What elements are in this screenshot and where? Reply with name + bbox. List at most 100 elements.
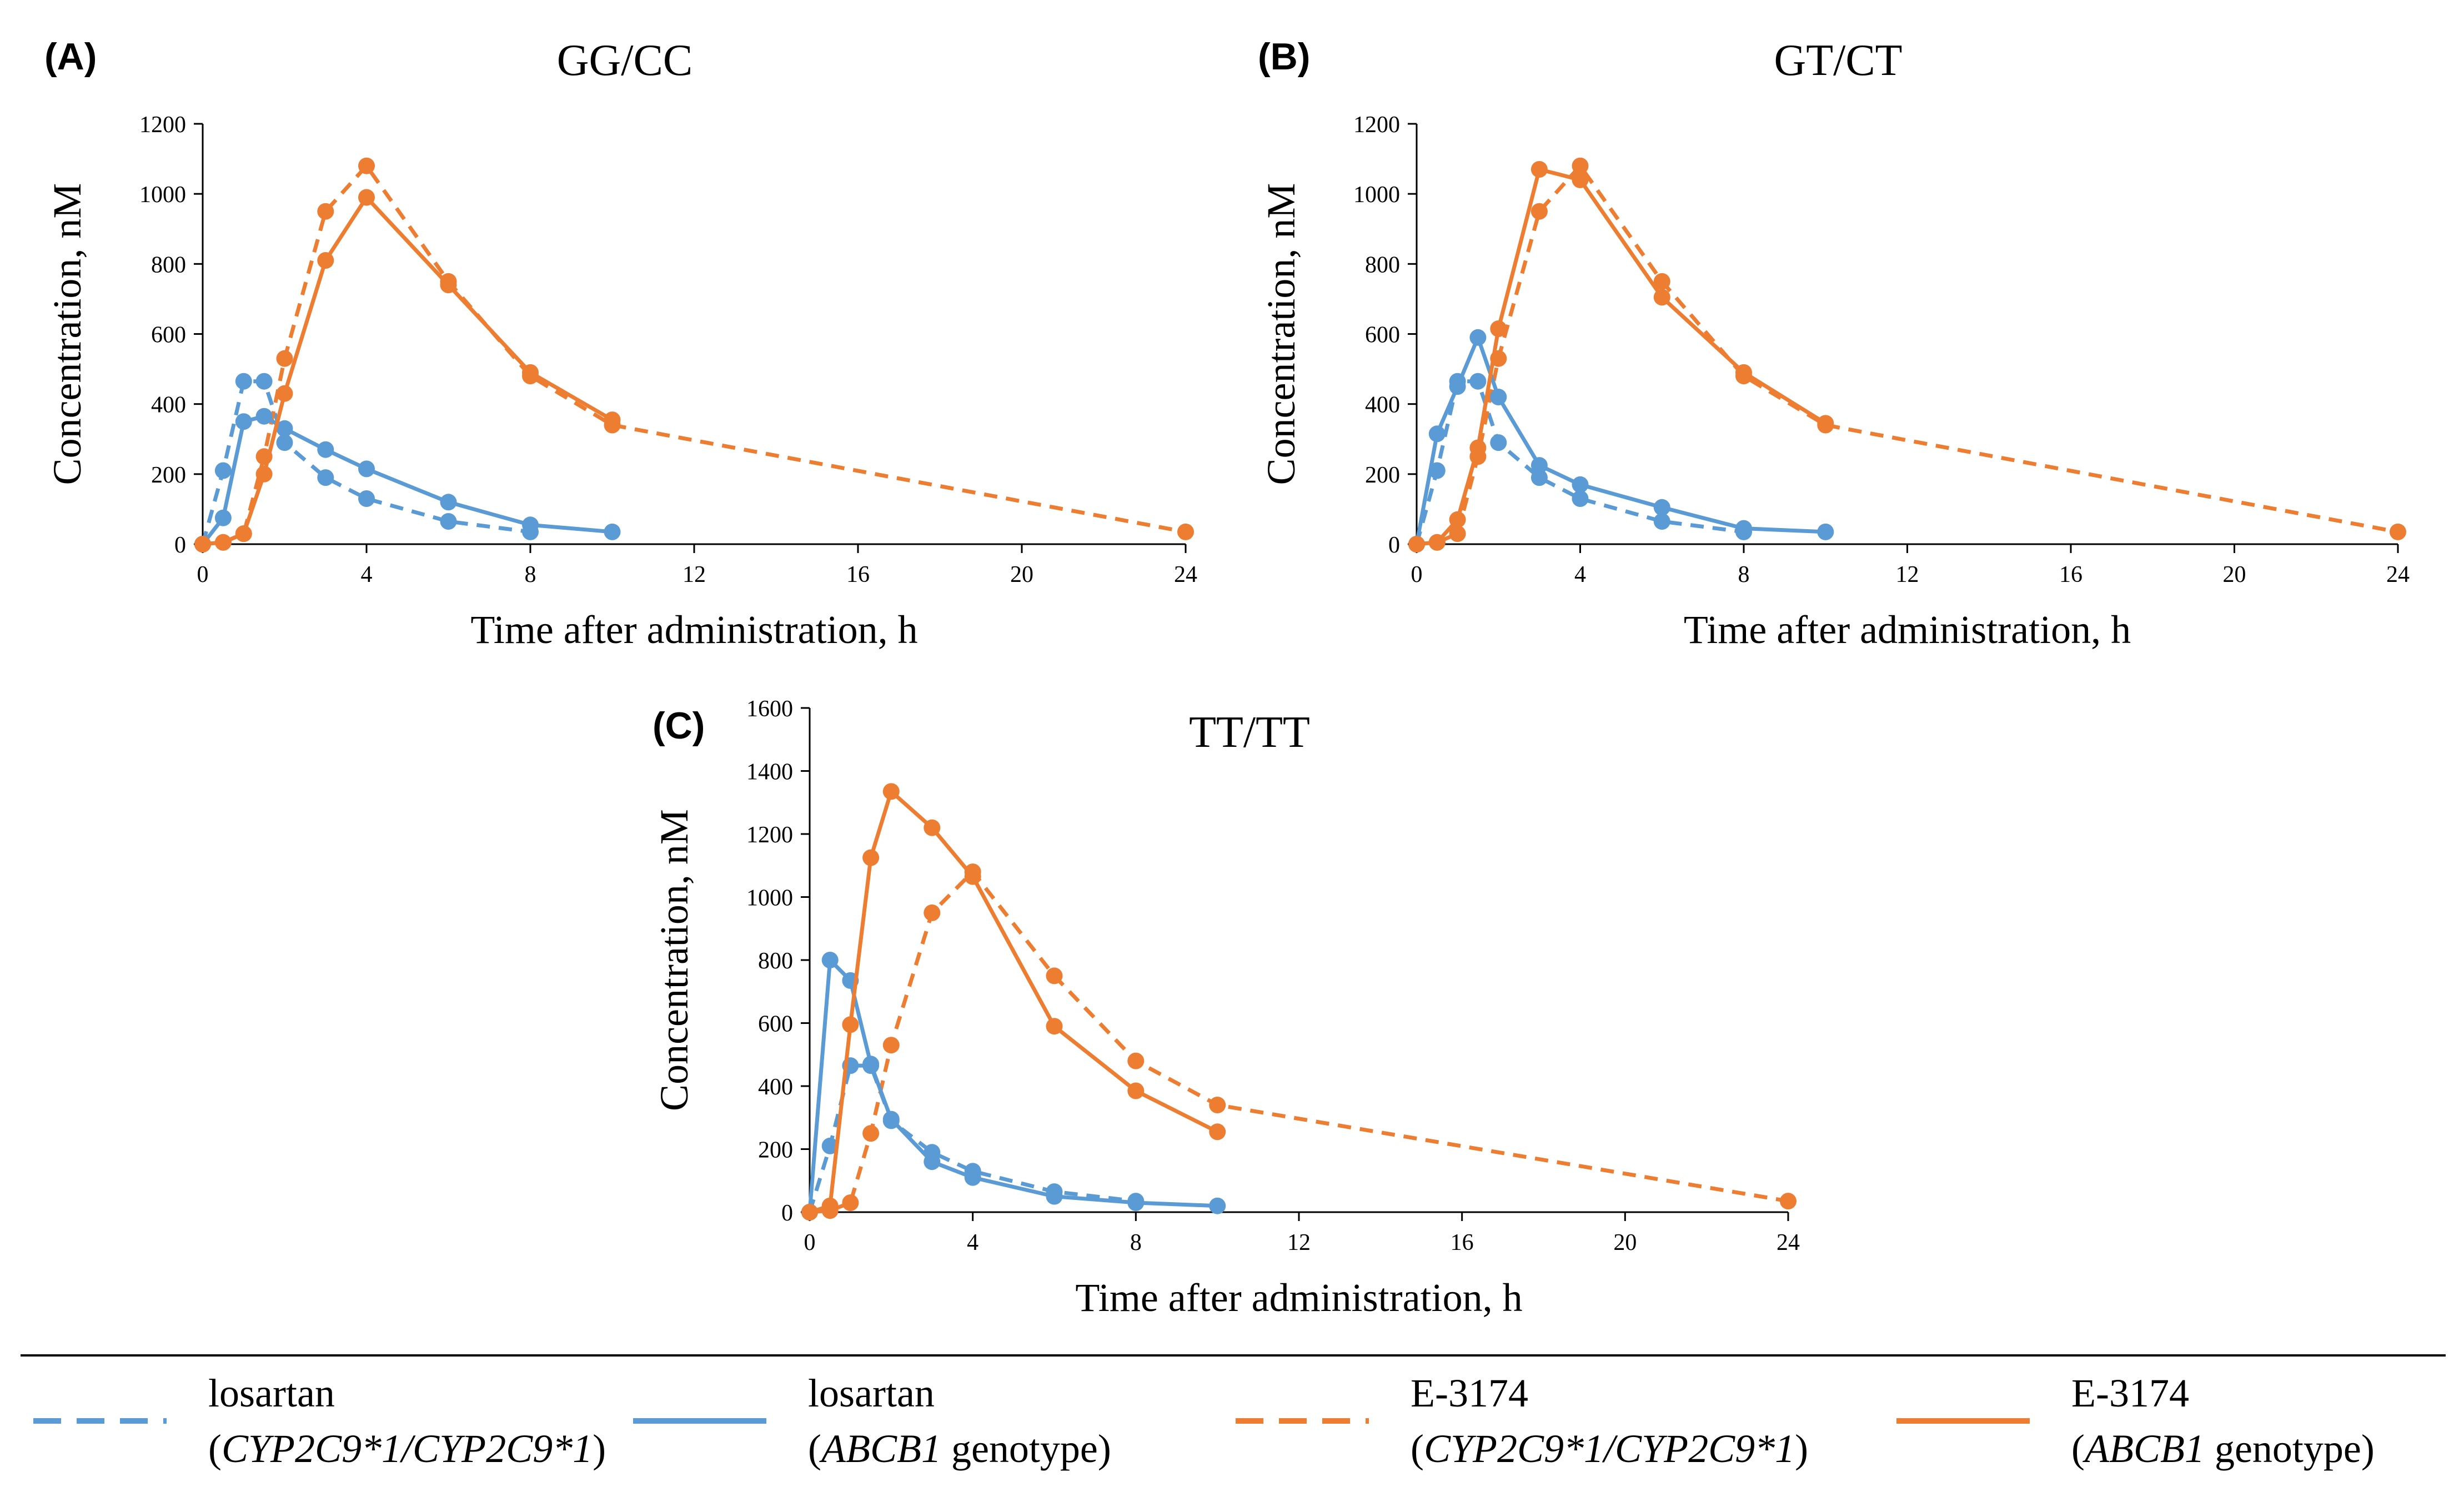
data-point bbox=[522, 516, 539, 534]
x-tick-label: 8 bbox=[1130, 1230, 1142, 1255]
legend-label-line1: E-3174 bbox=[1411, 1371, 1528, 1415]
chart-title: GT/CT bbox=[1774, 36, 1902, 85]
data-point bbox=[1428, 425, 1446, 443]
data-point bbox=[1653, 513, 1670, 530]
legend-label-line1: losartan bbox=[208, 1371, 335, 1415]
legend-label-part: ABCB1 bbox=[819, 1426, 941, 1471]
data-point bbox=[1469, 373, 1487, 390]
y-tick-label: 1200 bbox=[139, 112, 186, 138]
data-point bbox=[1530, 203, 1548, 220]
y-tick-label: 1200 bbox=[1353, 112, 1400, 138]
data-point bbox=[1209, 1197, 1226, 1214]
y-tick-label: 600 bbox=[1365, 323, 1400, 348]
legend: losartan(CYP2C9*1/CYP2C9*1)losartan(ABCB… bbox=[33, 1371, 2375, 1471]
data-point bbox=[862, 1056, 880, 1073]
x-tick-label: 16 bbox=[1451, 1230, 1474, 1255]
legend-label-part: ( bbox=[2071, 1426, 2085, 1471]
data-point bbox=[1209, 1123, 1226, 1141]
legend-label-line1: E-3174 bbox=[2071, 1371, 2189, 1415]
x-tick-label: 12 bbox=[1287, 1230, 1311, 1255]
y-tick-label: 400 bbox=[1365, 393, 1400, 418]
series-e3174-solid bbox=[801, 783, 1226, 1220]
series-line bbox=[1416, 167, 1827, 546]
data-point bbox=[276, 385, 293, 402]
data-point bbox=[1530, 161, 1548, 178]
data-point bbox=[317, 469, 334, 486]
y-tick-label: 600 bbox=[758, 1012, 793, 1037]
data-point bbox=[604, 523, 621, 540]
data-point bbox=[882, 783, 900, 800]
data-point bbox=[1572, 157, 1589, 174]
data-point bbox=[276, 350, 293, 367]
x-tick-label: 8 bbox=[1738, 562, 1750, 587]
data-point bbox=[358, 189, 375, 206]
y-tick-label: 1600 bbox=[746, 696, 793, 722]
data-point bbox=[1572, 476, 1589, 493]
data-point bbox=[2390, 523, 2406, 540]
legend-label-line2: (ABCB1 genotype) bbox=[808, 1426, 1111, 1471]
data-point bbox=[1780, 1193, 1796, 1210]
x-tick-label: 24 bbox=[1777, 1230, 1800, 1255]
chart-panel-2: 0 200 400 600 800 1000 1200 0 4 8 12 16 20 24 Time aft… bbox=[1258, 36, 2410, 652]
data-point bbox=[214, 462, 232, 479]
y-tick-label: 1200 bbox=[746, 822, 793, 848]
data-point bbox=[924, 819, 941, 836]
panel-label: (B) bbox=[1258, 36, 1310, 78]
data-point bbox=[1490, 434, 1507, 451]
y-tick-label: 800 bbox=[151, 252, 186, 278]
chart-title: GG/CC bbox=[557, 36, 693, 85]
data-point bbox=[821, 952, 839, 968]
data-point bbox=[1046, 1188, 1063, 1205]
data-point bbox=[842, 1194, 859, 1211]
series-line bbox=[201, 414, 613, 546]
data-point bbox=[862, 1125, 880, 1142]
x-axis-label: Time after administration, h bbox=[1684, 607, 2131, 652]
y-tick-label: 800 bbox=[1365, 252, 1400, 278]
data-point bbox=[1530, 469, 1548, 486]
series-line bbox=[1414, 335, 1826, 545]
legend-label-part: genotype) bbox=[941, 1426, 1111, 1471]
data-point bbox=[255, 465, 273, 483]
data-point bbox=[821, 1197, 839, 1214]
legend-label-part: genotype) bbox=[2205, 1426, 2375, 1471]
data-point bbox=[924, 1153, 941, 1171]
series-line bbox=[202, 195, 614, 546]
data-point bbox=[1653, 499, 1670, 516]
data-point bbox=[1127, 1194, 1145, 1211]
x-tick-label: 0 bbox=[1411, 562, 1423, 587]
y-tick-label: 1000 bbox=[746, 886, 793, 911]
data-point bbox=[440, 277, 457, 294]
data-point bbox=[964, 1169, 981, 1186]
legend-label-part: ABCB1 bbox=[2082, 1426, 2205, 1471]
data-point bbox=[1449, 511, 1466, 528]
data-point bbox=[924, 904, 941, 921]
data-point bbox=[1408, 536, 1425, 552]
data-point bbox=[1817, 415, 1834, 432]
data-point bbox=[1490, 389, 1507, 405]
data-point bbox=[882, 1111, 900, 1128]
y-tick-label: 0 bbox=[174, 533, 186, 558]
legend-label-line2: (CYP2C9*1/CYP2C9*1) bbox=[208, 1426, 606, 1471]
x-tick-label: 4 bbox=[361, 562, 373, 587]
chart-title: TT/TT bbox=[1189, 708, 1310, 757]
data-point bbox=[1469, 439, 1487, 456]
legend-label-part: ( bbox=[1411, 1426, 1424, 1471]
data-point bbox=[1572, 490, 1589, 507]
data-point bbox=[1735, 520, 1752, 537]
data-point bbox=[1817, 523, 1834, 540]
chart-panel-1: 0 200 400 600 800 1000 1200 0 4 8 12 16 20 24 Time aft… bbox=[44, 36, 1197, 652]
data-point bbox=[1530, 457, 1548, 474]
data-point bbox=[801, 1204, 818, 1220]
data-point bbox=[1449, 525, 1466, 542]
data-point bbox=[821, 1137, 839, 1154]
legend-label-part: ( bbox=[208, 1426, 222, 1471]
data-point bbox=[842, 1016, 859, 1033]
legend-label-part: CYP2C9*1/CYP2C9*1 bbox=[1424, 1426, 1795, 1471]
legend-label-part: ( bbox=[808, 1426, 821, 1471]
series-line bbox=[807, 958, 1218, 1213]
data-point bbox=[604, 411, 621, 429]
y-tick-label: 200 bbox=[151, 463, 186, 488]
data-point bbox=[522, 364, 539, 381]
data-point bbox=[276, 434, 293, 451]
